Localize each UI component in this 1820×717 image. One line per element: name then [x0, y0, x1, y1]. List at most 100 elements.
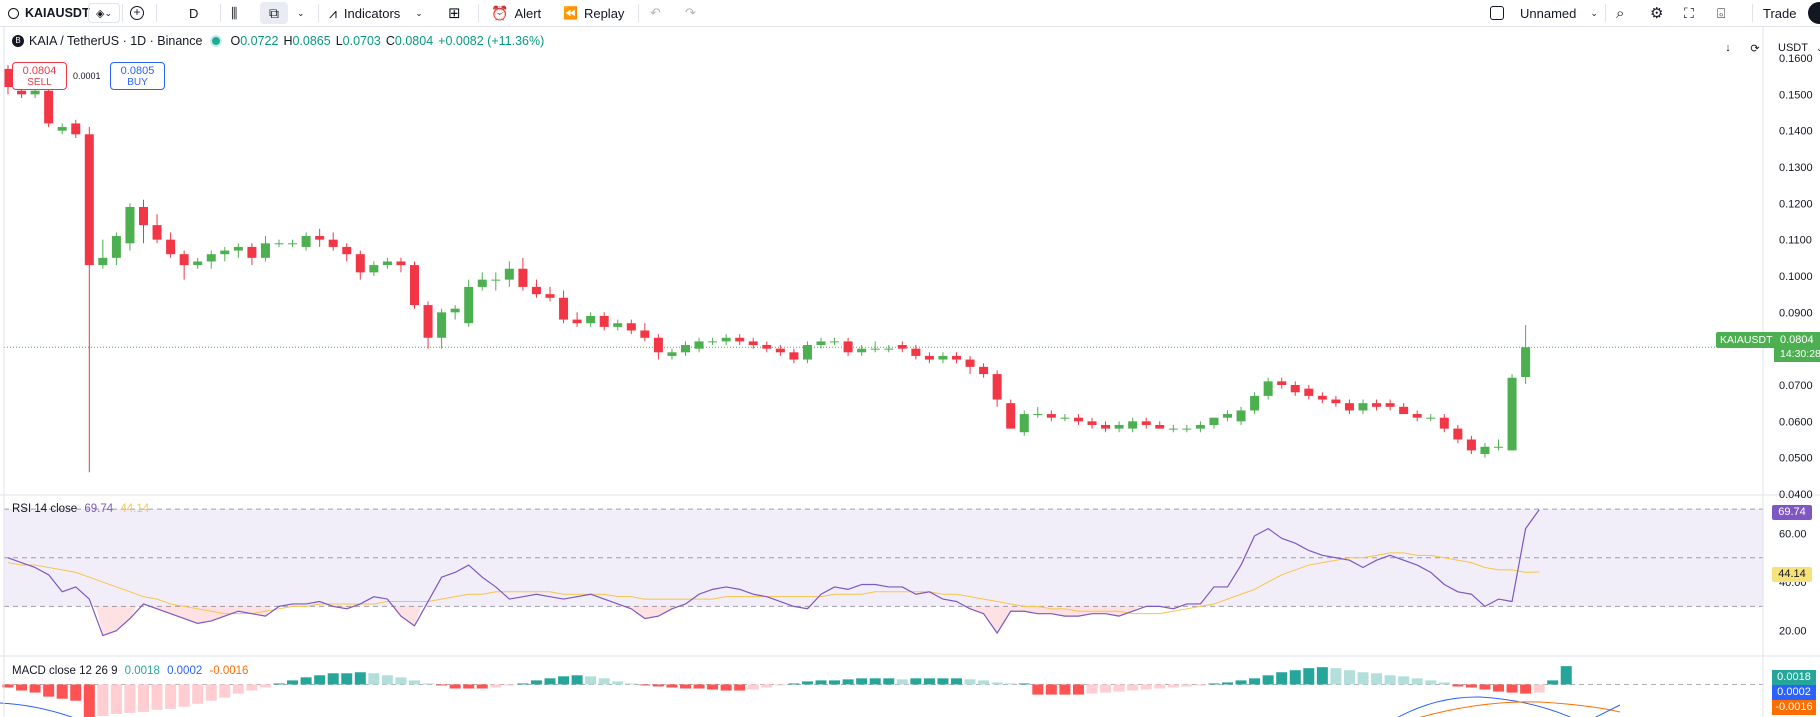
- currency-dropdown[interactable]: USDT ⌄: [1770, 38, 1820, 58]
- scroll-to-latest-button[interactable]: ↓: [1719, 38, 1737, 58]
- fullscreen-button[interactable]: ⛶: [1684, 0, 1694, 26]
- price-tick-label: 0.0700: [1779, 380, 1813, 392]
- macd-legend-signal: -0.0016: [209, 665, 249, 677]
- candle-body: [111, 236, 121, 258]
- candle-body: [1101, 424, 1111, 429]
- reset-scale-button[interactable]: ⟳: [1746, 38, 1764, 58]
- macd-histogram-bar: [70, 684, 82, 701]
- macd-histogram-bar: [503, 684, 515, 686]
- compare-symbol-button[interactable]: +: [127, 0, 147, 26]
- layout-button[interactable]: Unnamed ⌄: [1490, 0, 1598, 26]
- macd-histogram-bar: [29, 684, 41, 693]
- candle-body: [3, 68, 13, 88]
- chart-type-dropdown[interactable]: ⌄: [297, 0, 305, 26]
- candle-body: [924, 355, 934, 360]
- indicator-templates-button[interactable]: ⊞: [448, 0, 461, 26]
- bar-countdown: 14:30:28: [1780, 348, 1820, 360]
- macd-histogram-bar: [219, 684, 231, 698]
- candles-icon: ⧉: [269, 4, 279, 21]
- undo-button[interactable]: ↶: [650, 0, 661, 26]
- chevron-down-icon: ⌄: [297, 7, 305, 18]
- rsi-legend-value: 69.74: [84, 503, 114, 515]
- candle-body: [17, 90, 27, 95]
- trade-button[interactable]: Trade: [1763, 0, 1796, 26]
- candle-body: [179, 254, 189, 266]
- alert-button[interactable]: ⏰ Alert: [491, 0, 541, 26]
- snapshot-button[interactable]: ⌻: [1717, 0, 1725, 26]
- macd-histogram-bar: [1371, 673, 1383, 685]
- macd-histogram-bar: [788, 683, 800, 685]
- candle-body: [572, 319, 582, 324]
- candle-body: [382, 261, 392, 266]
- rsi-value-tag: 69.74: [1772, 505, 1812, 520]
- low-label: L: [335, 34, 343, 48]
- candle-body: [193, 261, 203, 266]
- macd-histogram-bar: [1276, 672, 1288, 685]
- macd-histogram-bar: [476, 684, 488, 689]
- settings-button[interactable]: ⚙: [1650, 0, 1663, 26]
- chevron-down-icon: ⌄: [415, 7, 423, 18]
- macd-histogram-bar: [246, 684, 258, 691]
- macd-hist-tag: 0.0018: [1772, 670, 1816, 685]
- macd-histogram-bar: [829, 680, 841, 685]
- macd-histogram-bar: [178, 684, 190, 707]
- macd-line: [1397, 696, 1571, 717]
- alarm-clock-icon: ⏰: [491, 4, 509, 21]
- rsi-tag-label: 69.74: [1778, 506, 1806, 518]
- price-axis[interactable]: 0.04000.05000.06000.07000.08000.09000.10…: [0, 27, 1820, 717]
- buy-button[interactable]: 0.0805 BUY: [110, 62, 165, 90]
- candle-body: [260, 243, 270, 258]
- candle-body: [1019, 414, 1029, 433]
- macd-histogram-bar: [463, 684, 475, 689]
- candle-body: [762, 345, 772, 349]
- change-value: +0.0082 (+11.36%): [438, 34, 545, 48]
- candle-body: [342, 246, 352, 255]
- macd-histogram-bar: [273, 683, 285, 685]
- candle-body: [1372, 403, 1382, 407]
- currency-label: USDT: [1778, 42, 1808, 54]
- candle-body: [694, 341, 704, 349]
- price-pane: [3, 65, 1763, 473]
- rsi-tick-label: 20.00: [1779, 626, 1807, 638]
- macd-histogram-bar: [1303, 668, 1315, 685]
- macd-histogram-bar: [287, 680, 299, 685]
- indicators-button[interactable]: ⩘ Indicators ⌄: [329, 0, 423, 26]
- open-value: 0.0722: [240, 34, 279, 48]
- market-status-icon: [210, 35, 223, 47]
- replay-button[interactable]: ⏪ Replay: [563, 0, 624, 26]
- macd-histogram-bar: [409, 680, 420, 685]
- macd-histogram-bar: [1127, 684, 1139, 691]
- candle-body: [626, 323, 636, 331]
- top-toolbar: KAIAUSDT ◈ ⌄ + D ⫼ ⧉ ⌄ ⩘ Indicators ⌄ ⊞ ⏰…: [0, 0, 1820, 27]
- symbol-title[interactable]: KAIA / TetherUS · 1D · Binance: [29, 34, 203, 48]
- price-tick-label: 0.1200: [1779, 198, 1813, 210]
- candle-body: [464, 286, 474, 324]
- macd-histogram-bar: [896, 679, 908, 685]
- sell-button[interactable]: 0.0804 SELL: [12, 62, 67, 90]
- candle-body: [1480, 446, 1490, 455]
- last-price-symbol-label: KAIAUSDT: [1720, 334, 1773, 346]
- candle-body: [681, 345, 690, 353]
- candle-body: [1290, 385, 1300, 393]
- macd-histogram-bar: [734, 684, 746, 691]
- macd-hist-tag-label: 0.0018: [1777, 671, 1811, 683]
- avatar[interactable]: [1808, 2, 1820, 24]
- interval-button[interactable]: D: [189, 0, 198, 26]
- quick-search-button[interactable]: ⌕: [1616, 0, 1624, 26]
- symbol-search[interactable]: KAIAUSDT: [8, 0, 90, 26]
- symbol-favorite-dropdown[interactable]: ◈ ⌄: [88, 3, 120, 23]
- candle-body: [288, 243, 298, 245]
- candle-body: [1128, 421, 1138, 429]
- candle-body: [84, 134, 94, 266]
- macd-histogram-bar: [1032, 684, 1044, 695]
- redo-button[interactable]: ↷: [685, 0, 696, 26]
- candle-body: [206, 254, 216, 262]
- candle-body: [1168, 428, 1178, 430]
- macd-histogram-bar: [1100, 684, 1112, 693]
- fullscreen-icon: ⛶: [1684, 4, 1694, 21]
- candle-body: [152, 225, 162, 240]
- candles-chart-type-button[interactable]: ⧉: [260, 2, 288, 24]
- bar-chart-type-button[interactable]: ⫼: [231, 0, 237, 26]
- rsi-oversold-fill: [394, 606, 422, 626]
